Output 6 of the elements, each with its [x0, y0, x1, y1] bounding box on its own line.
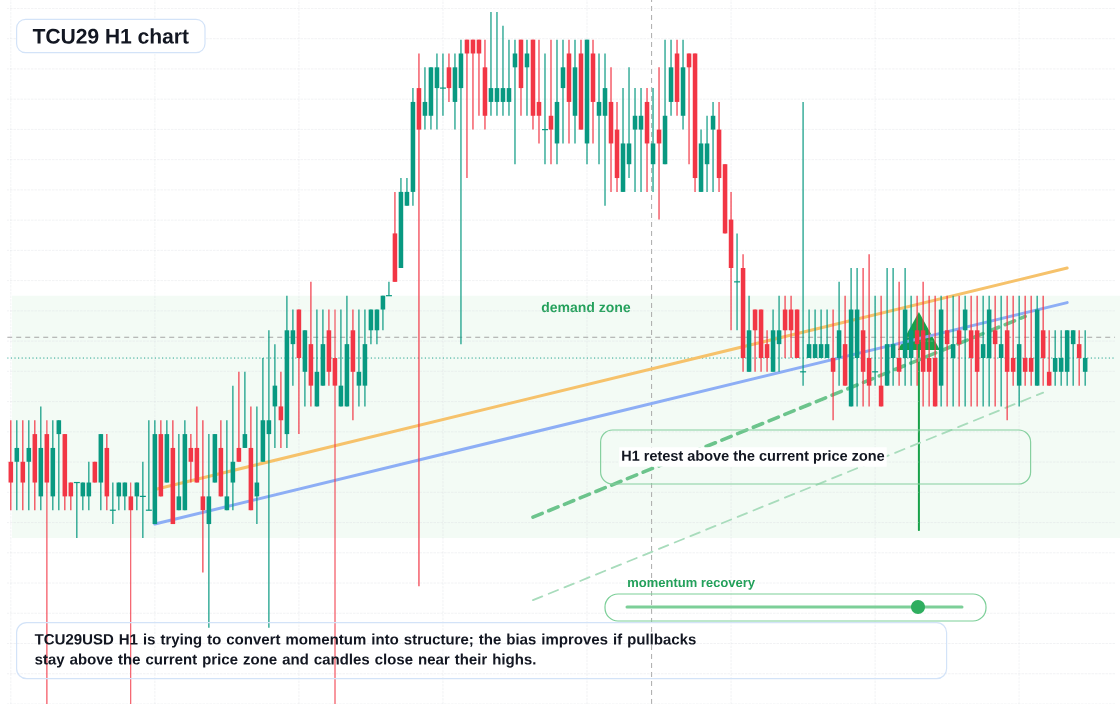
- candlestick: [733, 232, 741, 331]
- annotation: H1 retest above the current price zone: [622, 450, 885, 464]
- band-label: demand zone: [541, 301, 631, 313]
- candlestick: [439, 52, 447, 117]
- annotation: momentum recovery: [628, 578, 755, 590]
- text: TCU29 H1 chart: [32, 28, 189, 44]
